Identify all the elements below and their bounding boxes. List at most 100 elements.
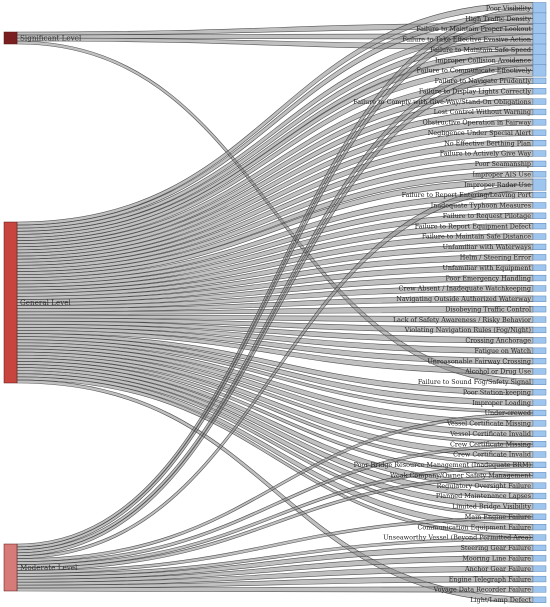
- target-label-engine-telegraph-failure: Engine Telegraph Failure: [449, 575, 531, 583]
- target-label-failure-to-navigate-prudently: Failure to Navigate Prudently: [435, 77, 532, 85]
- target-node-failure-to-sound-fog-safety-signal: [532, 378, 547, 385]
- target-node-vessel-certificate-missing: [532, 420, 547, 427]
- target-node-engine-telegraph-failure: [532, 575, 547, 583]
- target-node-unfamiliar-with-equipment: [532, 264, 547, 271]
- target-label-light-lamp-defect: Light/Lamp Defect: [470, 596, 531, 604]
- target-label-unfamiliar-with-equipment: Unfamiliar with Equipment: [442, 264, 531, 272]
- target-node-unreasonable-fairway-crossing: [532, 357, 547, 365]
- target-label-regulatory-oversight-failure: Regulatory Oversight Failure: [437, 482, 532, 490]
- target-node-failure-to-communicate-effectively: [532, 64, 547, 77]
- target-node-failure-to-report-entering-leaving-port: [532, 191, 547, 199]
- target-node-failure-to-maintain-safe-distance: [532, 233, 547, 240]
- target-label-alcohol-or-drug-use: Alcohol or Drug Use: [464, 368, 531, 376]
- target-node-main-engine-failure: [532, 513, 547, 520]
- target-node-disobeying-traffic-control: [532, 306, 547, 313]
- target-node-poor-bridge-resource-management-inadequate-brm: [532, 461, 547, 468]
- target-node-lack-of-safety-awareness-risky-behavior: [532, 316, 547, 323]
- target-label-helm-steering-error: Helm / Steering Error: [460, 253, 532, 261]
- target-node-no-effective-berthing-plan: [532, 140, 547, 147]
- source-node-significant-level: [3, 31, 18, 45]
- target-node-negligence-under-special-alert: [532, 129, 547, 136]
- target-node-failure-to-actively-give-way: [532, 150, 547, 157]
- target-node-weak-company-owner-safety-management: [532, 472, 547, 479]
- target-label-inadequate-typhoon-measures: Inadequate Typhoon Measures: [431, 202, 531, 210]
- target-label-improper-radar-use: Improper Radar Use: [464, 181, 531, 189]
- source-label-general-level: General Level: [20, 298, 72, 307]
- target-node-anchor-gear-failure: [532, 565, 547, 572]
- target-node-poor-emergency-handling: [532, 274, 547, 282]
- target-label-failure-to-report-equipment-defect: Failure to Report Equipment Defect: [415, 222, 532, 230]
- target-node-lost-control-without-warning: [532, 108, 547, 116]
- target-node-planned-maintenance-lapses: [532, 492, 547, 500]
- target-node-failure-to-navigate-prudently: [532, 77, 547, 84]
- source-label-moderate-level: Moderate Level: [20, 563, 78, 572]
- target-node-improper-loading: [532, 399, 547, 406]
- target-node-improper-collision-avoidance: [532, 54, 547, 67]
- target-label-no-effective-berthing-plan: No Effective Berthing Plan: [444, 139, 531, 147]
- target-label-communication-equipment-failure: Communication Equipment Failure: [417, 523, 531, 531]
- target-label-unfamiliar-with-waterways: Unfamiliar with Waterways: [443, 243, 531, 251]
- target-node-vessel-certificate-invalid: [532, 430, 547, 437]
- target-label-failure-to-actively-give-way: Failure to Actively Give Way: [440, 150, 532, 158]
- target-node-unfamiliar-with-waterways: [532, 243, 547, 251]
- target-label-voyage-data-recorder-failure: Voyage Data Recorder Failure: [433, 586, 532, 594]
- target-label-negligence-under-special-alert: Negligence Under Special Alert: [428, 129, 532, 137]
- target-node-poor-visibility: [532, 2, 547, 15]
- target-label-steering-gear-failure: Steering Gear Failure: [461, 544, 532, 552]
- target-node-regulatory-oversight-failure: [532, 482, 547, 489]
- target-node-failure-to-request-pilotage: [532, 212, 547, 219]
- target-node-failure-to-take-effective-evasive-action: [532, 33, 547, 46]
- target-label-limited-bridge-visibility: Limited Bridge Visibility: [452, 503, 531, 511]
- target-node-light-lamp-defect: [532, 596, 547, 603]
- target-node-layer: [532, 2, 547, 603]
- target-label-failure-to-maintain-safe-speed: Failure to Maintain Safe Speed: [430, 46, 531, 54]
- target-node-crew-certificate-missing: [532, 441, 547, 448]
- target-label-poor-seamanship: Poor Seamanship: [475, 160, 531, 168]
- target-node-failure-to-display-lights-correctly: [532, 88, 547, 95]
- target-label-main-engine-failure: Main Engine Failure: [465, 513, 531, 521]
- target-node-violating-navigation-rules-fog-night: [532, 326, 547, 334]
- target-node-steering-gear-failure: [532, 544, 547, 552]
- target-label-failure-to-take-effective-evasive-action: Failure to Take Effective Evasive Action: [402, 36, 531, 44]
- target-label-poor-station-keeping: Poor Station-keeping: [463, 388, 531, 396]
- target-label-improper-ais-use: Improper AIS Use: [472, 170, 531, 178]
- target-node-failure-to-maintain-proper-lookout: [532, 22, 547, 35]
- target-label-vessel-certificate-invalid: Vessel Certificate Invalid: [449, 430, 531, 438]
- target-node-crew-certificate-invalid: [532, 451, 547, 458]
- target-label-high-traffic-density: High Traffic Density: [465, 15, 531, 23]
- target-label-failure-to-sound-fog-safety-signal: Failure to Sound Fog/Safety Signal: [418, 378, 531, 386]
- target-label-under-crewed: Under-crewed: [485, 409, 531, 417]
- source-node-layer: [3, 31, 18, 592]
- target-node-poor-station-keeping: [532, 389, 547, 396]
- target-label-obstructive-operation-in-fairway: Obstructive Operation in Fairway: [422, 119, 531, 127]
- target-label-poor-emergency-handling: Poor Emergency Handling: [446, 274, 531, 282]
- target-node-obstructive-operation-in-fairway: [532, 119, 547, 126]
- target-label-failure-to-comply-with-give-way-stand-on-obligations: Failure to Comply with Give-Way/Stand-On…: [353, 98, 531, 106]
- source-node-moderate-level: [3, 543, 18, 592]
- target-label-improper-collision-avoidance: Improper Collision Avoidance: [435, 56, 531, 64]
- target-label-disobeying-traffic-control: Disobeying Traffic Control: [445, 305, 531, 313]
- target-node-communication-equipment-failure: [532, 524, 547, 531]
- target-node-high-traffic-density: [532, 12, 547, 25]
- target-node-limited-bridge-visibility: [532, 503, 547, 510]
- target-label-mooring-line-failure: Mooring Line Failure: [462, 554, 531, 562]
- target-node-helm-steering-error: [532, 254, 547, 261]
- target-node-improper-radar-use: [532, 178, 547, 191]
- target-node-failure-to-report-equipment-defect: [532, 223, 547, 230]
- target-label-fatigue-on-watch: Fatigue on Watch: [474, 347, 531, 355]
- target-node-failure-to-maintain-safe-speed: [532, 43, 547, 56]
- target-label-crew-certificate-missing: Crew Certificate Missing: [450, 440, 531, 448]
- target-node-alcohol-or-drug-use: [532, 368, 547, 375]
- target-label-failure-to-communicate-effectively: Failure to Communicate Effectively: [417, 67, 532, 75]
- target-label-crew-absent-inadequate-watchkeeping: Crew Absent / Inadequate Watchkeeping: [399, 285, 531, 293]
- target-label-failure-to-request-pilotage: Failure to Request Pilotage: [443, 212, 531, 220]
- target-node-mooring-line-failure: [532, 555, 547, 562]
- target-label-improper-loading: Improper Loading: [472, 399, 531, 407]
- target-label-crew-certificate-invalid: Crew Certificate Invalid: [453, 451, 531, 459]
- target-label-weak-company-owner-safety-management: Weak Company/Owner Safety Management: [390, 471, 531, 479]
- source-node-general-level: [3, 221, 18, 384]
- target-label-failure-to-maintain-safe-distance: Failure to Maintain Safe Distance: [422, 233, 531, 241]
- target-label-anchor-gear-failure: Anchor Gear Failure: [464, 565, 531, 573]
- target-label-crossing-anchorage: Crossing Anchorage: [465, 337, 531, 345]
